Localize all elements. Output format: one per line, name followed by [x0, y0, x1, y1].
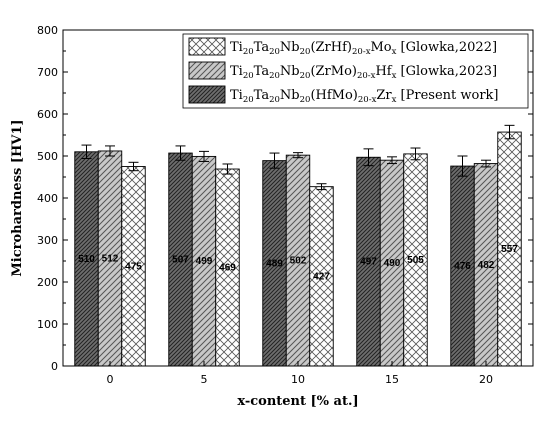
- legend-swatch: [188, 85, 226, 104]
- legend-label: Ti20Ta20Nb20(HfMo)20-xZrx [Present work]: [230, 88, 499, 105]
- y-tick-label: 300: [37, 234, 58, 247]
- error-bar: [316, 183, 327, 191]
- y-axis-title: Microhardness [HV1]: [10, 119, 25, 276]
- legend-entry: Ti20Ta20Nb20(ZrHf)20-xMox [Glowka,2022]: [188, 37, 497, 57]
- data-labels-layer: 510 512 475 507 499 469 489 502 427 497 490 505 476 4…: [78, 244, 518, 282]
- legend-swatch: [188, 61, 226, 80]
- legend-label: Ti20Ta20Nb20(ZrHf)20-xMox [Glowka,2022]: [230, 40, 497, 57]
- data-label: 489: [266, 258, 283, 269]
- x-tick-label: 5: [201, 373, 208, 386]
- error-bar: [222, 163, 233, 175]
- error-bar: [504, 124, 515, 140]
- y-tick-label: 700: [37, 66, 58, 79]
- y-tick-label: 500: [37, 150, 58, 163]
- error-bar: [81, 144, 92, 160]
- data-label: 469: [219, 263, 236, 274]
- legend-entry: Ti20Ta20Nb20(HfMo)20-xZrx [Present work]: [188, 85, 499, 105]
- y-tick-label: 100: [37, 318, 58, 331]
- error-bar: [363, 148, 374, 167]
- y-tick-label: 600: [37, 108, 58, 121]
- error-bar: [481, 159, 491, 168]
- y-axis: 0 100 200 300 400 500 600 700 800: [37, 24, 533, 373]
- data-label: 427: [313, 271, 330, 282]
- error-bar: [410, 147, 421, 161]
- data-label: 475: [125, 261, 142, 272]
- error-bar: [128, 161, 139, 172]
- bars-layer: [74, 131, 522, 367]
- y-tick-label: 800: [37, 24, 58, 37]
- error-bar: [199, 150, 209, 162]
- data-label: 482: [478, 260, 495, 271]
- error-bar: [269, 152, 280, 169]
- x-tick-label: 0: [107, 373, 114, 386]
- error-bar: [387, 156, 397, 165]
- x-axis: 0 5 10 15 20: [107, 361, 493, 386]
- legend-label: Ti20Ta20Nb20(ZrMo)20-xHfx [Glowka,2023]: [230, 64, 497, 81]
- data-label: 499: [196, 256, 213, 267]
- x-tick-label: 10: [291, 373, 305, 386]
- error-bar: [105, 145, 115, 157]
- data-label: 476: [454, 261, 471, 272]
- legend-entry: Ti20Ta20Nb20(ZrMo)20-xHfx [Glowka,2023]: [188, 61, 497, 81]
- data-label: 505: [407, 255, 424, 266]
- y-tick-label: 200: [37, 276, 58, 289]
- x-tick-label: 20: [479, 373, 493, 386]
- data-label: 510: [78, 254, 95, 265]
- legend: Ti20Ta20Nb20(ZrHf)20-xMox [Glowka,2022] T…: [182, 33, 529, 109]
- x-tick-label: 15: [385, 373, 399, 386]
- data-label: 502: [290, 256, 307, 267]
- legend-swatch: [188, 37, 226, 56]
- error-bars-layer: [81, 124, 515, 191]
- legend-box: [182, 33, 529, 109]
- data-label: 512: [102, 253, 119, 264]
- data-label: 497: [360, 257, 377, 268]
- y-tick-label: 400: [37, 192, 58, 205]
- data-label: 507: [172, 255, 189, 266]
- data-label: 557: [501, 244, 518, 255]
- error-bar: [457, 155, 468, 177]
- data-label: 490: [384, 258, 401, 269]
- y-tick-label: 0: [51, 360, 58, 373]
- error-bar: [293, 152, 303, 159]
- error-bar: [175, 145, 186, 161]
- x-axis-title: x-content [% at.]: [237, 394, 358, 409]
